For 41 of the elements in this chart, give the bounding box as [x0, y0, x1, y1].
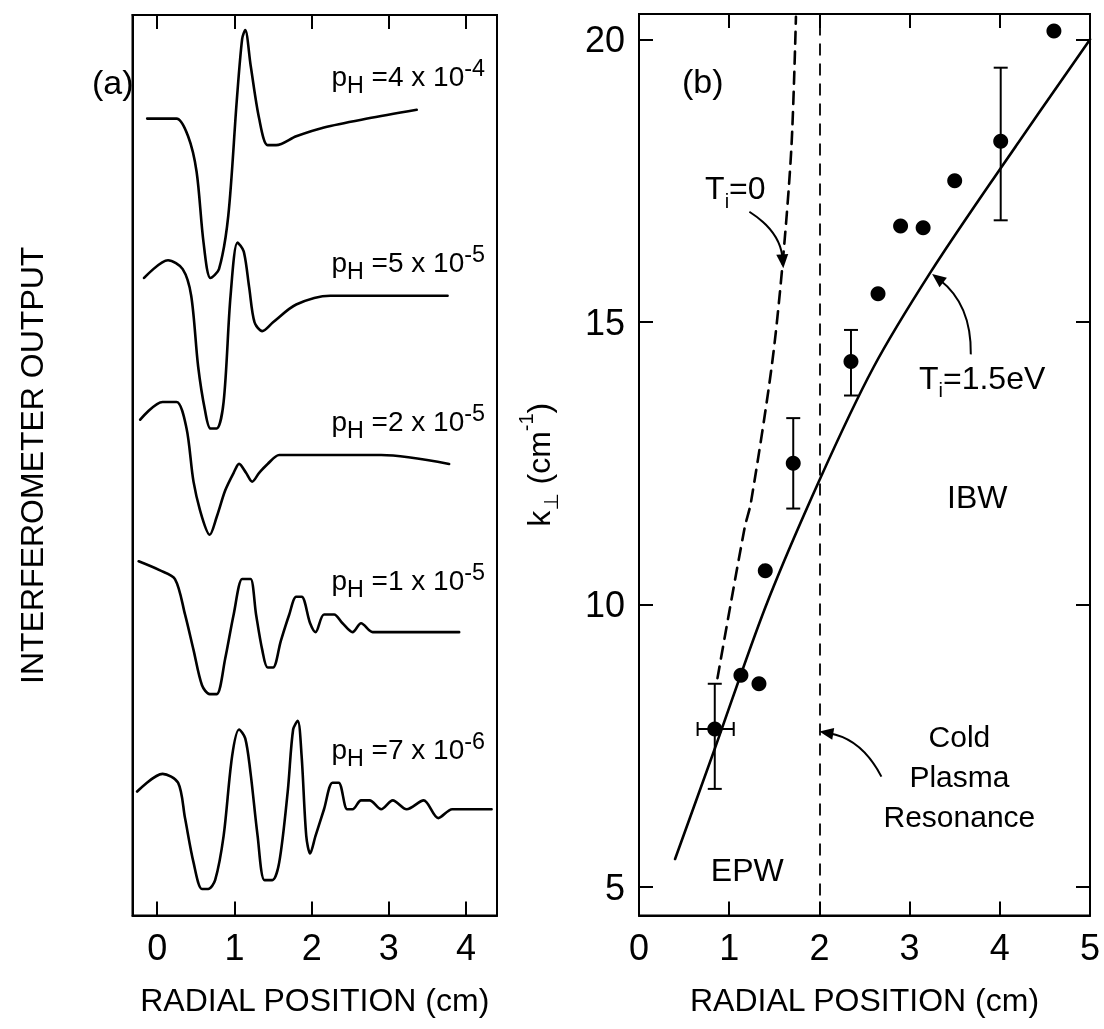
- y-tick-label: 20: [584, 18, 625, 60]
- annotation: EPW: [710, 852, 785, 889]
- x-tick-label: 3: [899, 927, 920, 968]
- point: [757, 563, 773, 579]
- series-label: p$_{H}$ =5 x 10$^{-5}$: [331, 239, 485, 286]
- point: [947, 173, 963, 189]
- annotation: IBW: [947, 479, 1009, 516]
- y-axis-title: k⊥ (cm-1): [515, 402, 562, 527]
- x-axis-title: RADIAL POSITION (cm): [140, 982, 490, 1018]
- y-axis-title: INTERFEROMETER OUTPUT: [14, 246, 50, 684]
- text: (b): [682, 62, 724, 100]
- point: [707, 721, 723, 737]
- x-tick-label: 5: [1079, 927, 1101, 968]
- point: [843, 354, 859, 370]
- point: [993, 133, 1009, 149]
- y-tick-label: 15: [584, 301, 625, 343]
- point: [1046, 23, 1062, 39]
- x-tick-label: 0: [147, 927, 168, 968]
- point: [751, 676, 767, 692]
- x-tick-label: 3: [378, 927, 399, 968]
- series-label: p$_{H}$ =7 x 10$^{-6}$: [331, 726, 485, 773]
- x-tick-label: 2: [301, 927, 322, 968]
- series-label: p$_{H}$ =2 x 10$^{-5}$: [331, 399, 485, 446]
- point: [870, 286, 886, 302]
- point: [733, 667, 749, 683]
- x-tick-label: 1: [719, 927, 740, 968]
- text: (a): [92, 63, 134, 101]
- x-tick-label: 2: [809, 927, 830, 968]
- point: [915, 220, 931, 236]
- x-tick-label: 0: [628, 927, 650, 968]
- legend-label: p$_{H}$ =4 x 10$^{-4}$: [331, 53, 485, 100]
- y-tick-label: 5: [604, 866, 625, 908]
- x-tick-label: 1: [224, 927, 245, 968]
- point: [785, 455, 801, 471]
- x-axis-title: RADIAL POSITION (cm): [689, 982, 1040, 1018]
- y-tick-label: 10: [584, 584, 625, 626]
- x-tick-label: 4: [989, 927, 1010, 968]
- point: [893, 218, 909, 234]
- ref-line-label: Cold Plasma Resonance: [883, 720, 1036, 834]
- x-tick-label: 4: [456, 927, 477, 968]
- series-label: p$_{H}$ =1 x 10$^{-5}$: [331, 558, 485, 605]
